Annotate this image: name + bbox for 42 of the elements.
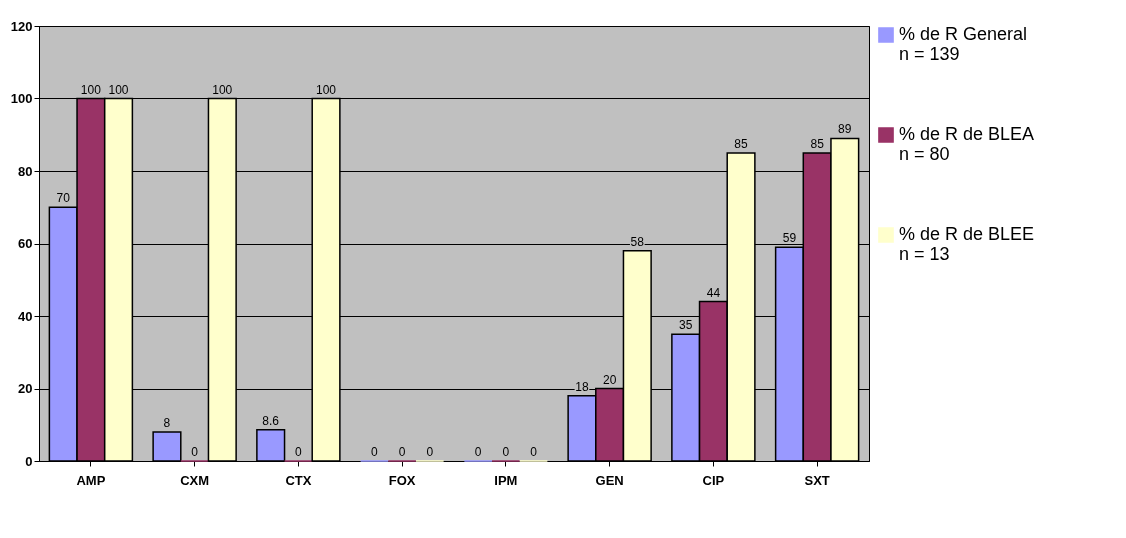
- x-tick-label: CXM: [180, 472, 210, 488]
- data-label: 100: [108, 82, 129, 97]
- data-label: 0: [426, 445, 434, 459]
- x-tick-label: FOX: [388, 472, 416, 488]
- data-label: 100: [80, 82, 102, 97]
- data-label: 44: [706, 285, 721, 300]
- y-tick-label: 80: [18, 163, 33, 179]
- x-tick-label: IPM: [494, 472, 518, 488]
- legend-label: % de R de BLEA n = 80: [899, 124, 1035, 164]
- x-tick-label: AMP: [76, 472, 106, 488]
- data-label: 85: [734, 136, 749, 151]
- y-tick-label: 20: [18, 381, 33, 396]
- x-tick-label: CTX: [285, 472, 312, 488]
- data-label: 0: [191, 445, 199, 459]
- y-tick-label: 100: [10, 91, 33, 106]
- x-tick-label: CIP: [702, 472, 725, 488]
- data-label: 20: [602, 372, 617, 387]
- y-tick-label: 60: [18, 236, 33, 251]
- legend-label: % de R General n = 139: [899, 24, 1028, 64]
- legend-label: % de R de BLEE n = 13: [899, 224, 1035, 264]
- data-label: 18: [575, 379, 589, 394]
- data-label: 0: [371, 445, 379, 459]
- data-label: 85: [810, 136, 825, 151]
- y-tick-label: 120: [10, 18, 33, 34]
- data-label: 59: [782, 231, 797, 246]
- data-label: 8: [163, 416, 171, 430]
- data-label: 89: [838, 122, 852, 137]
- data-label: 0: [530, 445, 538, 459]
- y-tick-label: 40: [18, 308, 33, 324]
- data-label: 0: [502, 445, 510, 459]
- data-label: 70: [56, 191, 71, 206]
- data-label: 0: [398, 445, 406, 459]
- data-label: 35: [679, 318, 693, 333]
- data-label: 0: [295, 445, 303, 459]
- data-label: 58: [630, 234, 645, 249]
- y-tick-label: 0: [25, 453, 33, 469]
- x-tick-label: GEN: [595, 472, 624, 488]
- data-label: 100: [316, 82, 337, 97]
- data-label: 8.6: [262, 413, 280, 428]
- data-label: 100: [212, 82, 233, 97]
- x-tick-label: SXT: [804, 472, 830, 488]
- data-label: 0: [474, 445, 482, 459]
